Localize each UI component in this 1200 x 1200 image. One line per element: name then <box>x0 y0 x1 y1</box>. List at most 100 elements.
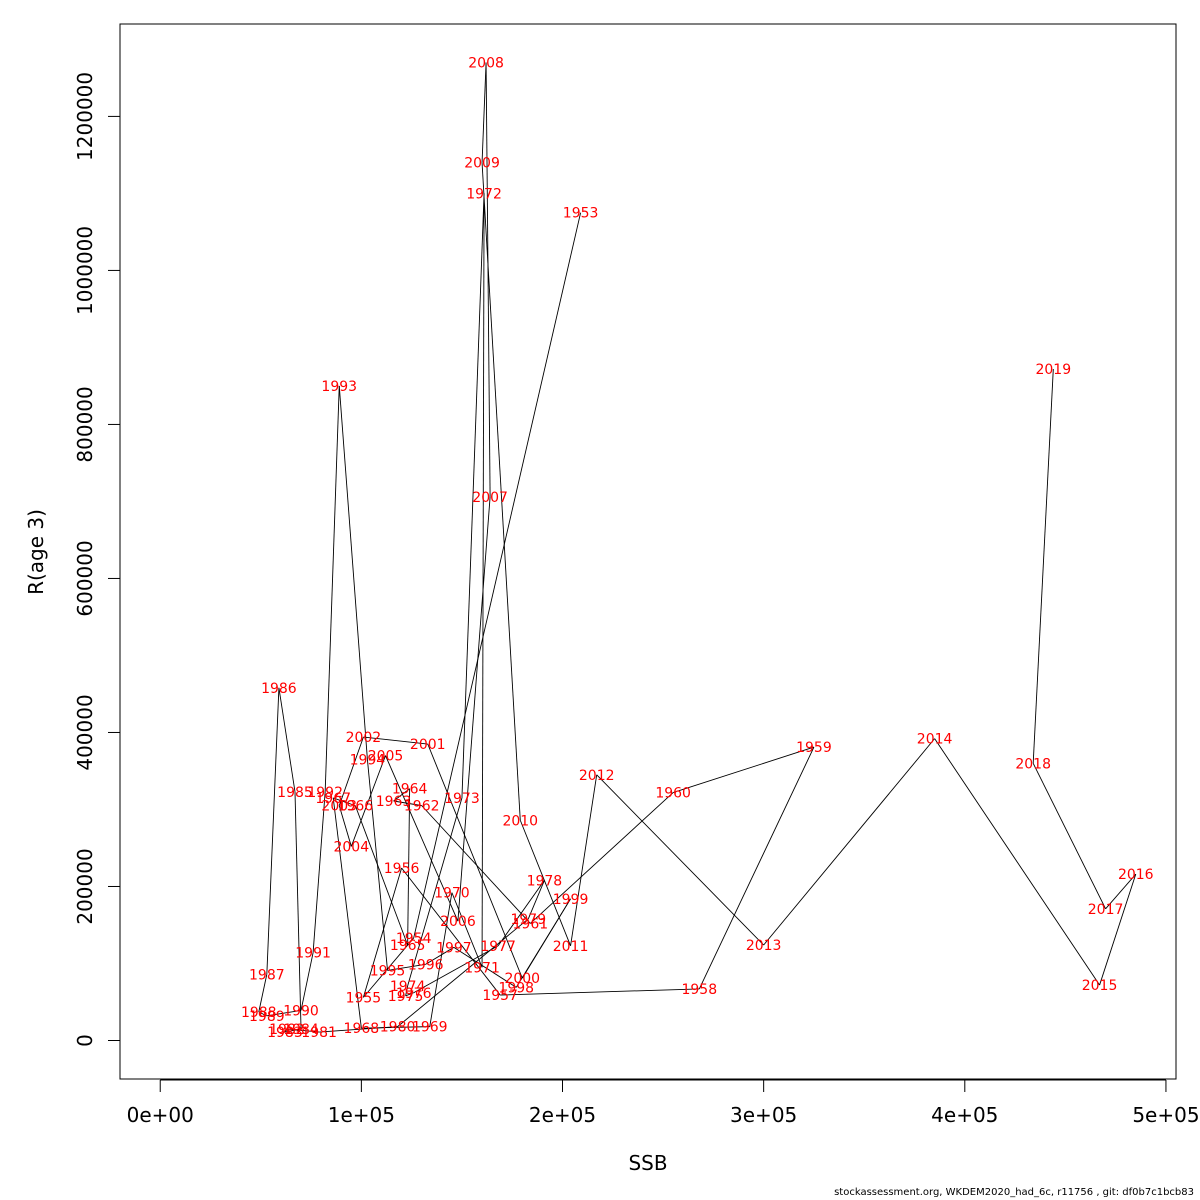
line-segment-2012-2013 <box>596 774 764 946</box>
line-segment-1987-1988 <box>258 974 268 1013</box>
point-label-2016: 2016 <box>1118 867 1154 883</box>
point-label-1963: 1963 <box>376 794 412 810</box>
line-segment-2000-2001 <box>427 743 523 979</box>
point-label-1987: 1987 <box>249 967 285 983</box>
point-label-1989: 1989 <box>249 1009 285 1025</box>
point-label-1984: 1984 <box>283 1022 319 1038</box>
line-segment-1962-1963 <box>393 800 422 807</box>
point-label-1954: 1954 <box>396 931 432 947</box>
point-label-2017: 2017 <box>1088 902 1124 918</box>
point-label-2011: 2011 <box>553 939 589 955</box>
point-label-2010: 2010 <box>502 813 538 829</box>
line-segment-2007-2008 <box>485 62 491 497</box>
line-segment-1973-1974 <box>407 797 463 986</box>
y-tick-label-2: 400000 <box>73 694 97 770</box>
line-segment-1977-1978 <box>497 880 545 947</box>
line-segment-1971-1972 <box>481 193 485 968</box>
y-axis-title: R(age 3) <box>24 509 48 595</box>
point-label-1966: 1966 <box>338 799 374 815</box>
x-tick-label-0: 0e+00 <box>127 1103 194 1127</box>
point-label-1995: 1995 <box>370 963 406 979</box>
point-label-2007: 2007 <box>472 490 508 506</box>
line-segment-1974-1975 <box>405 985 409 996</box>
point-label-1957: 1957 <box>482 988 518 1004</box>
line-segment-2006-2007 <box>457 496 491 922</box>
line-segment-1999-2000 <box>521 898 571 979</box>
point-label-1999: 1999 <box>553 892 589 908</box>
point-label-1981: 1981 <box>301 1025 337 1041</box>
x-tick-label-5: 5e+05 <box>1132 1103 1199 1127</box>
point-label-1959: 1959 <box>796 740 832 756</box>
y-tick-label-0: 0 <box>73 1034 97 1047</box>
point-label-1969: 1969 <box>412 1020 448 1036</box>
point-label-1980: 1980 <box>380 1020 416 1036</box>
line-segment-1993-1994 <box>338 385 368 760</box>
line-segment-2005-2006 <box>385 755 459 922</box>
y-tick-label-3: 600000 <box>73 540 97 616</box>
line-segment-2009-2010 <box>481 162 521 821</box>
point-label-2005: 2005 <box>368 749 404 765</box>
line-segment-1985-1986 <box>278 687 296 792</box>
line-segment-1986-1987 <box>266 687 280 975</box>
point-label-1988: 1988 <box>241 1005 277 1021</box>
line-segment-1956-1957 <box>401 867 501 996</box>
point-label-1955: 1955 <box>346 990 382 1006</box>
line-segment-1957-1958 <box>500 988 700 996</box>
x-tick-label-3: 3e+05 <box>730 1103 797 1127</box>
point-label-1953: 1953 <box>563 206 599 222</box>
point-label-2012: 2012 <box>579 768 615 784</box>
point-label-1977: 1977 <box>480 939 516 955</box>
line-segment-2010-2011 <box>519 820 571 946</box>
point-label-1964: 1964 <box>392 782 428 798</box>
point-label-2019: 2019 <box>1035 362 1071 378</box>
point-label-1971: 1971 <box>464 960 500 976</box>
line-segment-1967-1968 <box>332 797 362 1029</box>
point-label-1986: 1986 <box>261 681 297 697</box>
point-label-2006: 2006 <box>440 914 476 930</box>
line-segment-2008-2009 <box>481 62 487 163</box>
point-label-1965: 1965 <box>390 938 426 954</box>
point-label-1962: 1962 <box>404 799 440 815</box>
point-label-1991: 1991 <box>295 946 331 962</box>
point-label-1960: 1960 <box>655 786 691 802</box>
point-label-2008: 2008 <box>468 56 504 72</box>
line-segment-1995-1996 <box>387 963 426 971</box>
line-segment-1980-1981 <box>319 1026 398 1033</box>
line-segment-2002-2003 <box>338 736 364 806</box>
y-tick-label-5: 1000000 <box>73 226 97 315</box>
point-label-1998: 1998 <box>498 980 534 996</box>
point-label-1997: 1997 <box>436 940 472 956</box>
point-label-1990: 1990 <box>283 1003 319 1019</box>
line-segment-2018-2019 <box>1032 368 1054 764</box>
line-segment-1959-1960 <box>673 746 815 793</box>
line-segment-2016-2017 <box>1105 873 1137 910</box>
line-segment-1983-1984 <box>284 1028 302 1033</box>
line-segment-2017-2018 <box>1032 763 1107 910</box>
line-segment-2014-2015 <box>934 738 1100 986</box>
point-label-1992: 1992 <box>307 785 343 801</box>
point-label-2002: 2002 <box>346 730 382 746</box>
line-segment-1954-1955 <box>363 937 415 998</box>
line-segment-1953-1954 <box>413 212 582 939</box>
point-label-2000: 2000 <box>504 971 540 987</box>
line-segment-1990-1991 <box>300 952 314 1011</box>
line-segment-1976-1977 <box>413 945 499 994</box>
line-segment-1996-1997 <box>425 946 455 965</box>
line-segment-1970-1971 <box>451 892 483 968</box>
point-label-1994: 1994 <box>350 752 386 768</box>
line-segment-1963-1964 <box>393 788 410 802</box>
y-tick-label-1: 200000 <box>73 848 97 924</box>
point-label-2001: 2001 <box>410 737 446 753</box>
point-label-1968: 1968 <box>344 1021 380 1037</box>
point-label-1993: 1993 <box>321 379 357 395</box>
point-label-1976: 1976 <box>396 986 432 1002</box>
line-segment-1997-1998 <box>453 946 517 988</box>
line-segment-2001-2002 <box>363 736 428 745</box>
x-tick-label-1: 1e+05 <box>328 1103 395 1127</box>
line-segment-1960-1961 <box>530 792 674 924</box>
plot-frame <box>119 23 1177 1080</box>
line-segment-1955-1956 <box>362 867 403 998</box>
line-segment-1966-1967 <box>333 797 356 807</box>
line-segment-1965-1966 <box>354 805 409 946</box>
